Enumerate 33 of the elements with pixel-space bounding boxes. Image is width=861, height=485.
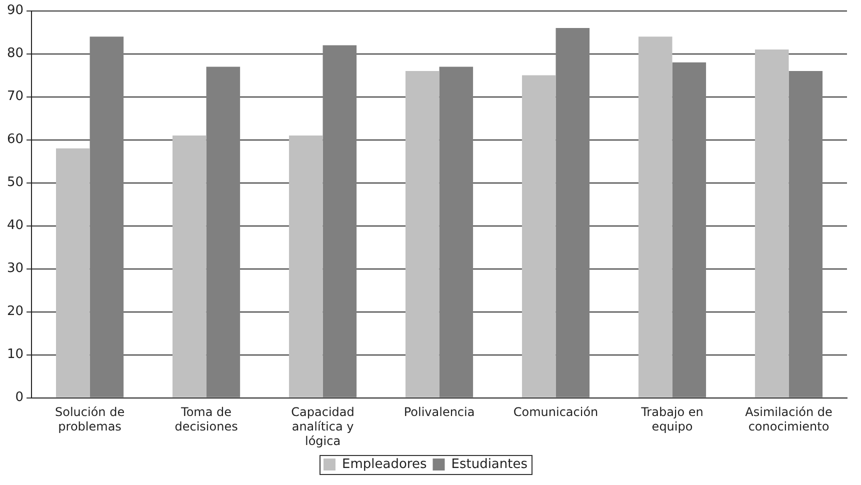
bar [172,136,206,398]
bar [288,136,323,398]
bar [672,62,706,398]
x-tick-label: Capacidad analítica y lógica [291,405,354,448]
x-tick-label: Solución de problemas [54,405,125,434]
bar [638,36,672,398]
y-tick-label: 30 [6,261,24,276]
y-tick-label: 50 [6,175,24,190]
x-tick-label: Trabajo en equipo [640,405,704,434]
x-tick-label: Toma de decisiones [174,405,238,434]
x-tick-label: Comunicación [513,405,598,420]
bar [90,36,124,398]
y-tick-label: 90 [6,3,24,18]
y-tick-label: 20 [6,304,24,320]
bar [522,75,556,398]
y-tick-label: 40 [6,218,24,234]
bar [405,71,440,398]
y-tick-label: 10 [6,347,24,362]
bar [206,66,240,398]
y-tick-label: 80 [6,46,24,62]
bar [322,45,357,398]
x-tick-label: Polivalencia [404,405,475,420]
y-tick-label: 70 [6,89,24,104]
y-tick-label: 60 [6,132,24,148]
legend-label: Estudiantes [451,456,528,472]
bar [788,71,823,398]
y-tick-label: 0 [15,390,24,406]
bar [56,148,90,398]
x-tick-label: Asimilación de conocimiento [745,405,832,434]
bar [556,28,590,398]
bar [439,66,474,398]
bar [754,50,789,398]
legend-label: Empleadores [342,456,427,472]
